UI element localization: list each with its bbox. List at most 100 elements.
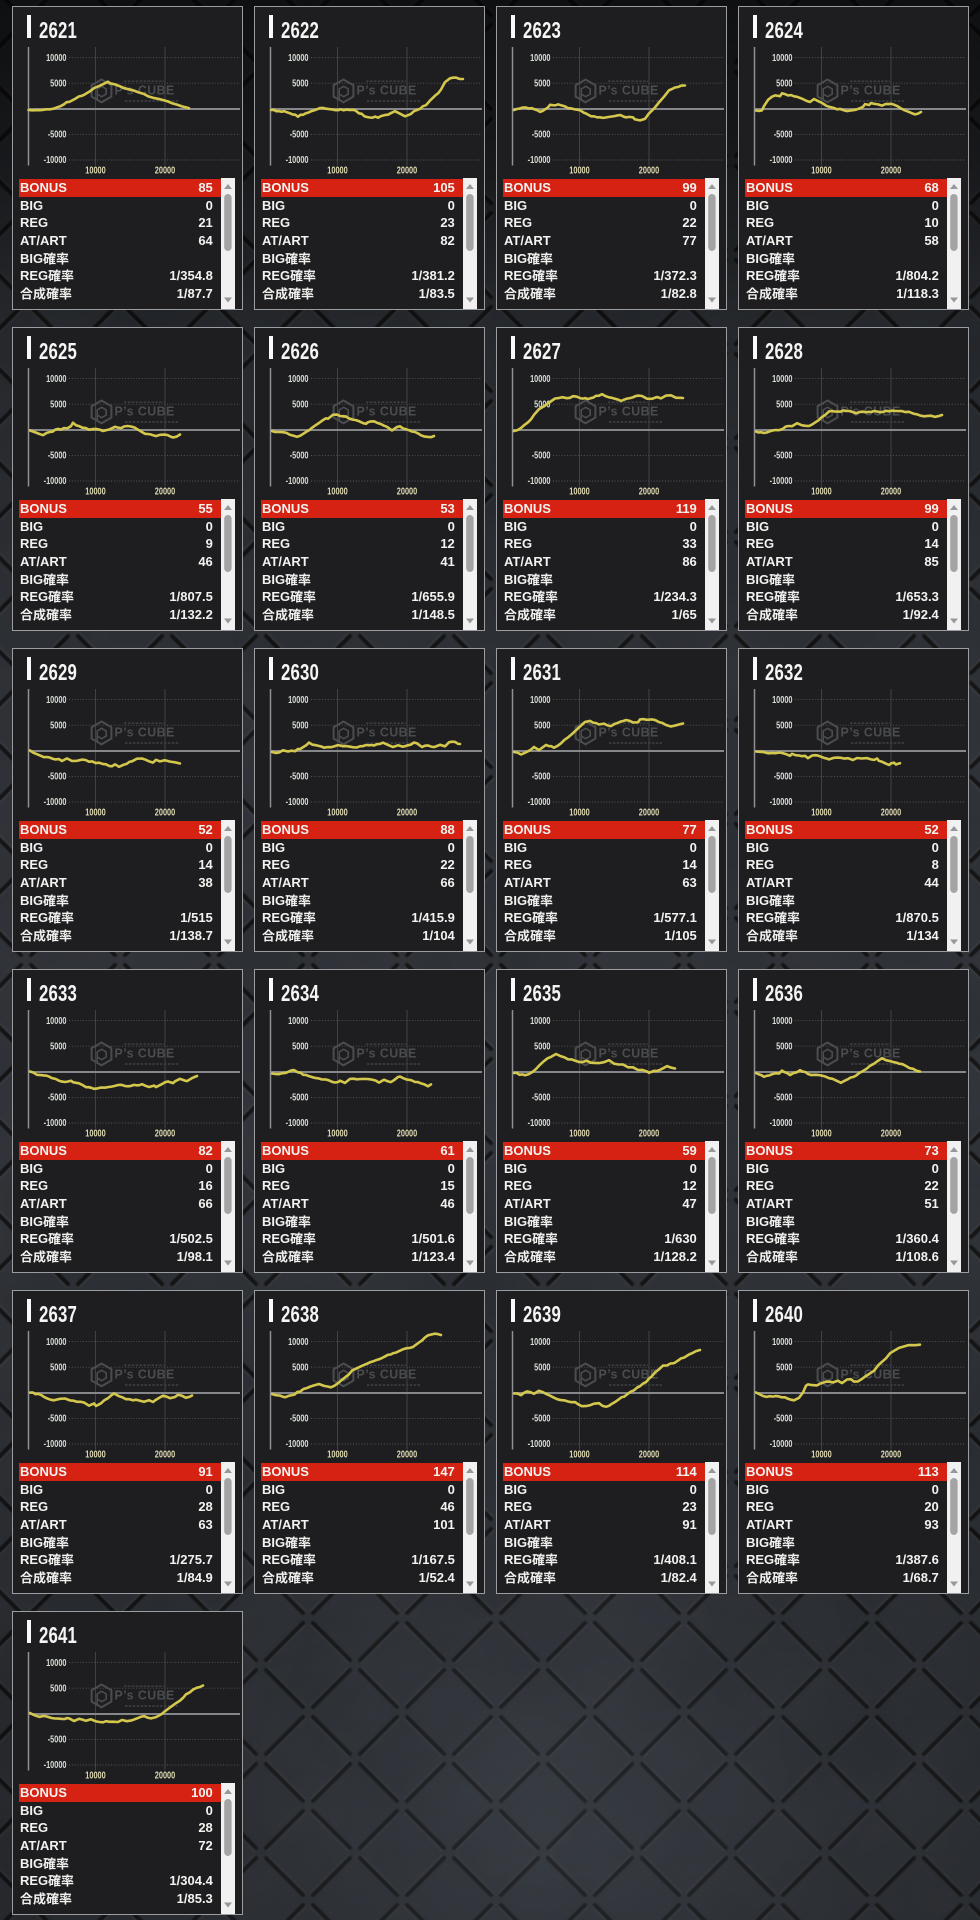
svg-text:-5000: -5000 — [531, 1091, 550, 1103]
svg-text:20000: 20000 — [396, 485, 416, 497]
svg-text:10000: 10000 — [327, 1127, 347, 1139]
svg-text:-5000: -5000 — [531, 1412, 550, 1424]
svg-text:5000: 5000 — [776, 77, 792, 89]
svg-text:10000: 10000 — [46, 51, 66, 63]
svg-text:10000: 10000 — [772, 693, 792, 705]
svg-text:10000: 10000 — [46, 1656, 66, 1668]
svg-text:-10000: -10000 — [285, 475, 308, 487]
svg-text:20000: 20000 — [154, 1127, 174, 1139]
svg-text:20000: 20000 — [880, 1127, 900, 1139]
svg-text:10000: 10000 — [772, 51, 792, 63]
svg-text:5000: 5000 — [50, 1040, 66, 1052]
svg-text:-10000: -10000 — [769, 1438, 792, 1450]
svg-text:5000: 5000 — [534, 1040, 550, 1052]
svg-text:10000: 10000 — [569, 485, 589, 497]
svg-text:10000: 10000 — [85, 485, 105, 497]
svg-text:20000: 20000 — [638, 806, 658, 818]
svg-text:20000: 20000 — [638, 1127, 658, 1139]
svg-text:10000: 10000 — [327, 1448, 347, 1460]
svg-text:10000: 10000 — [46, 372, 66, 384]
svg-text:-5000: -5000 — [47, 128, 66, 140]
svg-text:20000: 20000 — [396, 806, 416, 818]
svg-text:5000: 5000 — [50, 719, 66, 731]
svg-text:-10000: -10000 — [43, 1759, 66, 1771]
svg-text:-5000: -5000 — [47, 1733, 66, 1745]
svg-text:10000: 10000 — [530, 51, 550, 63]
svg-text:5000: 5000 — [776, 1040, 792, 1052]
svg-text:-5000: -5000 — [531, 128, 550, 140]
svg-text:-10000: -10000 — [43, 1117, 66, 1129]
svg-text:20000: 20000 — [638, 485, 658, 497]
svg-text:5000: 5000 — [292, 77, 308, 89]
svg-text:10000: 10000 — [46, 1335, 66, 1347]
svg-text:5000: 5000 — [534, 77, 550, 89]
svg-text:20000: 20000 — [396, 1127, 416, 1139]
svg-text:5000: 5000 — [534, 398, 550, 410]
svg-text:-5000: -5000 — [289, 1412, 308, 1424]
svg-text:10000: 10000 — [46, 693, 66, 705]
svg-text:10000: 10000 — [811, 485, 831, 497]
svg-text:10000: 10000 — [530, 1335, 550, 1347]
svg-text:10000: 10000 — [85, 164, 105, 176]
svg-text:5000: 5000 — [292, 719, 308, 731]
svg-text:5000: 5000 — [776, 398, 792, 410]
svg-text:10000: 10000 — [288, 693, 308, 705]
svg-text:20000: 20000 — [154, 806, 174, 818]
svg-text:10000: 10000 — [569, 1127, 589, 1139]
svg-text:-5000: -5000 — [289, 128, 308, 140]
svg-text:10000: 10000 — [772, 372, 792, 384]
svg-text:10000: 10000 — [46, 1014, 66, 1026]
svg-text:5000: 5000 — [776, 1361, 792, 1373]
svg-text:10000: 10000 — [811, 1127, 831, 1139]
svg-text:5000: 5000 — [50, 77, 66, 89]
svg-text:-10000: -10000 — [527, 154, 550, 166]
svg-text:5000: 5000 — [50, 398, 66, 410]
svg-text:-5000: -5000 — [773, 770, 792, 782]
svg-text:10000: 10000 — [85, 806, 105, 818]
svg-text:10000: 10000 — [811, 164, 831, 176]
svg-text:20000: 20000 — [154, 485, 174, 497]
svg-text:-10000: -10000 — [769, 1117, 792, 1129]
svg-text:10000: 10000 — [85, 1769, 105, 1781]
svg-text:20000: 20000 — [154, 1769, 174, 1781]
svg-text:20000: 20000 — [638, 1448, 658, 1460]
svg-text:-5000: -5000 — [773, 128, 792, 140]
svg-text:5000: 5000 — [776, 719, 792, 731]
svg-text:-10000: -10000 — [285, 796, 308, 808]
svg-text:-10000: -10000 — [527, 1117, 550, 1129]
svg-text:-10000: -10000 — [769, 154, 792, 166]
svg-text:-5000: -5000 — [531, 449, 550, 461]
svg-text:-10000: -10000 — [43, 475, 66, 487]
svg-text:-10000: -10000 — [527, 475, 550, 487]
svg-text:10000: 10000 — [327, 806, 347, 818]
svg-text:5000: 5000 — [292, 398, 308, 410]
svg-text:10000: 10000 — [288, 372, 308, 384]
svg-text:20000: 20000 — [154, 164, 174, 176]
svg-text:-5000: -5000 — [289, 449, 308, 461]
svg-text:5000: 5000 — [534, 1361, 550, 1373]
svg-text:20000: 20000 — [154, 1448, 174, 1460]
svg-text:-5000: -5000 — [773, 1412, 792, 1424]
svg-text:10000: 10000 — [811, 1448, 831, 1460]
svg-text:-5000: -5000 — [773, 449, 792, 461]
svg-text:10000: 10000 — [569, 164, 589, 176]
svg-text:-5000: -5000 — [289, 770, 308, 782]
svg-text:10000: 10000 — [811, 806, 831, 818]
svg-text:20000: 20000 — [638, 164, 658, 176]
svg-text:5000: 5000 — [50, 1682, 66, 1694]
svg-text:10000: 10000 — [530, 1014, 550, 1026]
svg-text:10000: 10000 — [288, 1014, 308, 1026]
svg-text:-10000: -10000 — [285, 1117, 308, 1129]
svg-text:-5000: -5000 — [47, 770, 66, 782]
svg-text:-10000: -10000 — [527, 796, 550, 808]
svg-text:5000: 5000 — [50, 1361, 66, 1373]
svg-text:10000: 10000 — [772, 1014, 792, 1026]
svg-text:5000: 5000 — [292, 1040, 308, 1052]
svg-text:-10000: -10000 — [769, 475, 792, 487]
svg-text:10000: 10000 — [569, 1448, 589, 1460]
svg-text:-5000: -5000 — [531, 770, 550, 782]
svg-text:10000: 10000 — [327, 485, 347, 497]
svg-text:5000: 5000 — [292, 1361, 308, 1373]
svg-text:-5000: -5000 — [289, 1091, 308, 1103]
svg-text:-5000: -5000 — [47, 1091, 66, 1103]
